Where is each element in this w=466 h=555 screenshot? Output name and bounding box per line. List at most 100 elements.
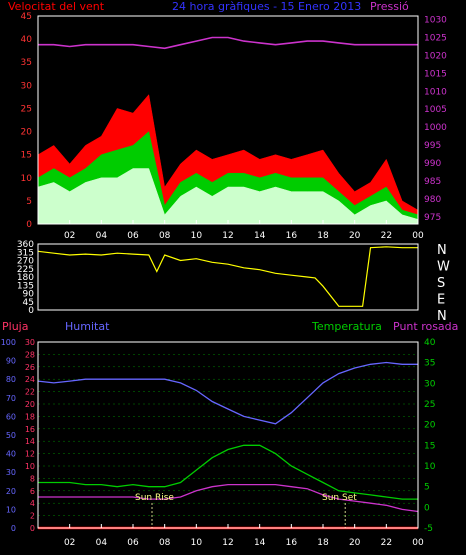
- cardinal-label: N: [437, 243, 447, 258]
- rain-axis-tick-label: 26: [25, 363, 35, 372]
- wind-direction-line: [37, 246, 418, 307]
- plot-frame: [37, 341, 419, 529]
- x-tick-label: 20: [349, 538, 361, 548]
- pressure-axis-tick-label: 985: [424, 177, 441, 187]
- chart-title: 24 hora gràfiques - 15 Enero 2013: [172, 0, 361, 13]
- wind-axis-tick-label: 40: [21, 35, 33, 45]
- cardinal-label: E: [437, 293, 445, 308]
- humidity-axis-tick-label: 80: [6, 375, 16, 384]
- humidity-axis-tick-label: 90: [6, 357, 16, 366]
- average-wind-area: [37, 168, 419, 225]
- rain-axis-tick-label: 22: [25, 388, 35, 397]
- rain-axis-tick-label: 24: [25, 375, 35, 384]
- rain-axis-tick-label: 30: [25, 338, 35, 347]
- temperature-axis-tick-label: 20: [424, 421, 436, 431]
- x-tick-label: 14: [254, 231, 266, 241]
- temperature-axis-tick-label: 5: [424, 483, 430, 493]
- rain-axis-tick-label: 14: [25, 437, 35, 446]
- x-tick-label: 18: [317, 231, 329, 241]
- wind-axis-tick-label: 35: [21, 58, 32, 68]
- humidity-label: Humitat: [65, 320, 110, 333]
- temperature-axis-tick-label: 30: [424, 379, 436, 389]
- direction-axis-tick-label: 45: [23, 298, 34, 308]
- rain-axis-tick-label: 0: [30, 524, 35, 533]
- rain-label: Pluja: [2, 320, 28, 333]
- pressure-axis-tick-label: 1020: [424, 51, 447, 61]
- humidity-axis-tick-label: 40: [6, 450, 16, 459]
- temperature-axis-tick-label: 15: [424, 441, 435, 451]
- pressure-axis-tick-label: 1010: [424, 87, 447, 97]
- direction-axis-tick-label: 135: [17, 281, 34, 291]
- humidity-axis-tick-label: 0: [11, 524, 16, 533]
- x-tick-label: 14: [254, 538, 266, 548]
- rain-axis-tick-label: 4: [30, 499, 35, 508]
- x-tick-label: 22: [381, 231, 392, 241]
- temperature-axis-tick-label: 35: [424, 359, 435, 369]
- dewpoint-line: [38, 483, 419, 513]
- humidity-temperature-panel: 0102030405060708090100024681012141618202…: [1, 338, 436, 548]
- x-tick-label: 12: [222, 231, 233, 241]
- direction-axis-tick-label: 360: [17, 240, 34, 250]
- x-tick-label: 10: [191, 538, 203, 548]
- cardinal-label: S: [437, 276, 445, 291]
- direction-axis-tick-label: 225: [17, 265, 34, 275]
- humidity-line: [37, 361, 418, 425]
- direction-axis-tick-label: 0: [28, 306, 34, 316]
- rain-axis-tick-label: 8: [30, 474, 35, 483]
- pressure-axis-tick-label: 1015: [424, 69, 447, 79]
- sunrise-annotation: Sun Rise: [135, 493, 174, 503]
- x-tick-label: 06: [127, 231, 139, 241]
- rain-axis-tick-label: 2: [30, 512, 35, 521]
- temperature-axis-tick-label: 25: [424, 400, 435, 410]
- x-tick-label: 22: [381, 538, 392, 548]
- wind-axis-tick-label: 20: [21, 128, 33, 138]
- humidity-axis-tick-label: 60: [6, 412, 16, 421]
- wind-axis-tick-label: 25: [21, 104, 32, 114]
- x-tick-label: 10: [191, 231, 203, 241]
- wind-axis-tick-label: 45: [21, 12, 32, 22]
- direction-axis-tick-label: 270: [17, 257, 34, 267]
- sunset-annotation: Sun Set: [322, 493, 357, 503]
- direction-axis-tick-label: 180: [17, 273, 34, 283]
- humidity-axis-tick-label: 50: [6, 431, 16, 440]
- rain-axis-tick-label: 6: [30, 487, 35, 496]
- cardinal-label: W: [437, 260, 450, 275]
- cardinal-label: N: [437, 309, 447, 324]
- x-tick-label: 04: [96, 231, 108, 241]
- pressure-label: Pressió: [370, 0, 409, 13]
- plot-frame: [37, 243, 419, 311]
- pressure-axis-tick-label: 1005: [424, 105, 447, 115]
- temperature-label: Temperatura: [311, 320, 382, 333]
- wind-axis-tick-label: 0: [26, 220, 32, 230]
- pressure-line: [38, 36, 418, 50]
- x-tick-label: 16: [286, 231, 298, 241]
- x-tick-label: 20: [349, 231, 361, 241]
- temperature-axis-tick-label: -5: [424, 524, 433, 534]
- humidity-axis-tick-label: 20: [6, 487, 16, 496]
- wind-axis-tick-label: 10: [21, 174, 33, 184]
- rain-axis-tick-label: 28: [25, 350, 35, 359]
- rain-axis-tick-label: 18: [25, 412, 35, 421]
- x-tick-label: 04: [96, 538, 108, 548]
- x-tick-label: 00: [412, 231, 424, 241]
- rain-axis-tick-label: 20: [25, 400, 35, 409]
- wind-pressure-panel: 0510152025303540459759809859909951000100…: [21, 12, 448, 241]
- humidity-axis-tick-label: 100: [1, 338, 16, 347]
- x-tick-label: 08: [159, 538, 171, 548]
- pressure-axis-tick-label: 980: [424, 195, 441, 205]
- dewpoint-label: Punt rosada: [393, 320, 458, 333]
- x-tick-label: 18: [317, 538, 329, 548]
- x-tick-label: 12: [222, 538, 233, 548]
- direction-axis-tick-label: 90: [23, 290, 35, 300]
- x-tick-label: 00: [412, 538, 424, 548]
- pressure-axis-tick-label: 975: [424, 213, 441, 223]
- x-tick-label: 08: [159, 231, 171, 241]
- temperature-axis-tick-label: 0: [424, 503, 430, 513]
- pressure-axis-tick-label: 1000: [424, 123, 447, 133]
- rain-axis-tick-label: 10: [25, 462, 35, 471]
- wind-axis-tick-label: 15: [21, 151, 32, 161]
- humidity-axis-tick-label: 30: [6, 468, 16, 477]
- rain-axis-tick-label: 16: [25, 425, 35, 434]
- pressure-axis-tick-label: 995: [424, 141, 441, 151]
